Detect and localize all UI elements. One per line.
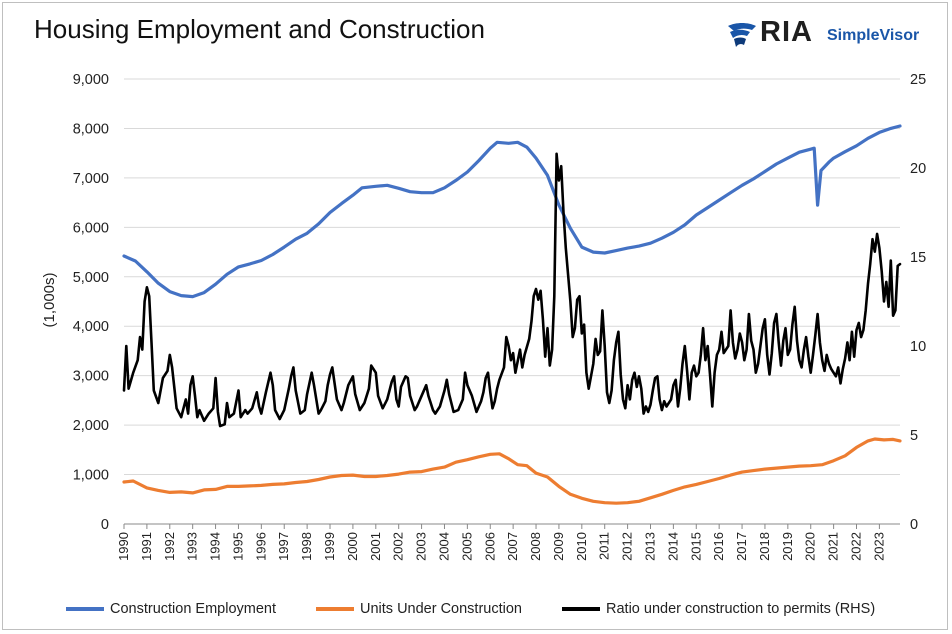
x-tick-label: 1994	[208, 532, 223, 561]
y2-tick-label: 5	[910, 428, 918, 444]
x-tick-label: 2002	[391, 532, 406, 561]
y-tick-label: 7,000	[73, 171, 109, 187]
logo-product-text: SimpleVisor	[827, 27, 920, 44]
x-tick-label: 1990	[116, 532, 131, 561]
legend-item: Ratio under construction to permits (RHS…	[562, 598, 875, 620]
y2-tick-label: 20	[910, 161, 926, 177]
y-tick-label: 9,000	[73, 72, 109, 88]
x-tick-label: 2011	[597, 532, 612, 560]
y-tick-label: 2,000	[73, 418, 109, 434]
legend-swatch	[562, 607, 600, 611]
x-tick-label: 2023	[871, 532, 886, 561]
x-tick-label: 1993	[185, 532, 200, 561]
x-tick-label: 2020	[803, 532, 818, 561]
x-tick-label: 2016	[711, 532, 726, 561]
y-tick-label: 0	[101, 517, 109, 533]
x-tick-label: 2018	[757, 532, 772, 561]
logo-brand-text: RIA	[760, 16, 813, 48]
x-tick-label: 2001	[368, 532, 383, 561]
x-tick-label: 2010	[574, 532, 589, 561]
x-tick-label: 1992	[162, 532, 177, 561]
y-tick-label: 6,000	[73, 220, 109, 236]
x-tick-label: 2005	[459, 532, 474, 561]
x-tick-label: 2000	[345, 532, 360, 561]
y-tick-label: 4,000	[73, 319, 109, 335]
legend-item: Units Under Construction	[316, 598, 522, 620]
x-tick-label: 1999	[322, 532, 337, 561]
x-tick-label: 2006	[482, 532, 497, 561]
x-tick-label: 2003	[414, 532, 429, 561]
x-tick-label: 2008	[528, 532, 543, 561]
x-tick-label: 2007	[505, 532, 520, 561]
ratio-line	[122, 152, 902, 428]
legend-label: Construction Employment	[110, 601, 277, 617]
x-tick-label: 2022	[849, 532, 864, 561]
x-tick-label: 1998	[299, 532, 314, 561]
legend-item: Construction Employment	[66, 598, 276, 620]
x-tick-label: 2017	[734, 532, 749, 561]
x-tick-label: 2013	[642, 532, 657, 561]
x-tick-label: 2009	[551, 532, 566, 561]
ria-simplevisor-logo: RIA SimpleVisor	[726, 16, 926, 54]
x-tick-label: 2004	[436, 532, 451, 561]
y-tick-label: 1,000	[73, 468, 109, 484]
x-tick-label: 2014	[665, 532, 680, 561]
axes: 0 1,000 2,000 3,000 4,000 5,000 6,000 7,000 8,00…	[73, 72, 926, 561]
units-under-construction-line	[122, 437, 902, 505]
y2-tick-label: 10	[910, 339, 926, 355]
chart-title: Housing Employment and Construction	[34, 14, 485, 44]
construction-employment-line	[122, 124, 902, 299]
y-axis-label: (1,000s)	[41, 272, 58, 327]
x-tick-label: 1991	[139, 532, 154, 561]
chart-legend: Construction Employment Units Under Const…	[0, 598, 952, 620]
y2-tick-label: 15	[910, 250, 926, 266]
x-tick-label: 1995	[230, 532, 245, 561]
x-tick-label: 2015	[688, 532, 703, 561]
legend-swatch	[316, 607, 354, 611]
legend-label: Ratio under construction to permits (RHS…	[606, 601, 876, 617]
y-tick-label: 3,000	[73, 369, 109, 385]
x-tick-label: 1996	[253, 532, 268, 561]
x-tick-label: 1997	[276, 532, 291, 561]
y2-tick-label: 0	[910, 517, 918, 533]
x-tick-label: 2019	[780, 532, 795, 561]
legend-swatch	[66, 607, 104, 611]
x-tick-label: 2021	[826, 532, 841, 561]
y-tick-label: 5,000	[73, 270, 109, 286]
series-lines	[122, 124, 902, 505]
gridlines	[124, 78, 900, 476]
x-tick-label: 2012	[620, 532, 635, 561]
legend-label: Units Under Construction	[360, 601, 522, 617]
y-tick-label: 8,000	[73, 121, 109, 137]
y2-tick-label: 25	[910, 72, 926, 88]
eagle-logo-icon	[728, 23, 756, 47]
